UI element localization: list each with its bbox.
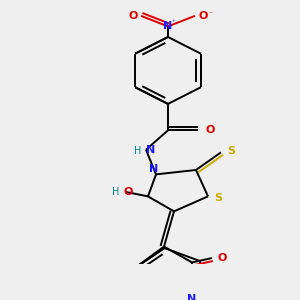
Text: N: N [164,21,172,32]
Text: N: N [146,145,156,155]
Text: O: O [123,187,133,197]
Text: O: O [205,125,215,135]
Text: H: H [112,187,120,197]
Text: O: O [128,11,138,21]
Text: ⁺: ⁺ [171,20,175,26]
Text: O: O [198,11,208,21]
Text: S: S [227,146,235,156]
Text: O: O [217,253,227,263]
Text: ⁻: ⁻ [209,10,213,19]
Text: S: S [214,193,222,203]
Text: N: N [149,164,159,174]
Text: N: N [188,294,196,300]
Text: H: H [134,146,142,157]
